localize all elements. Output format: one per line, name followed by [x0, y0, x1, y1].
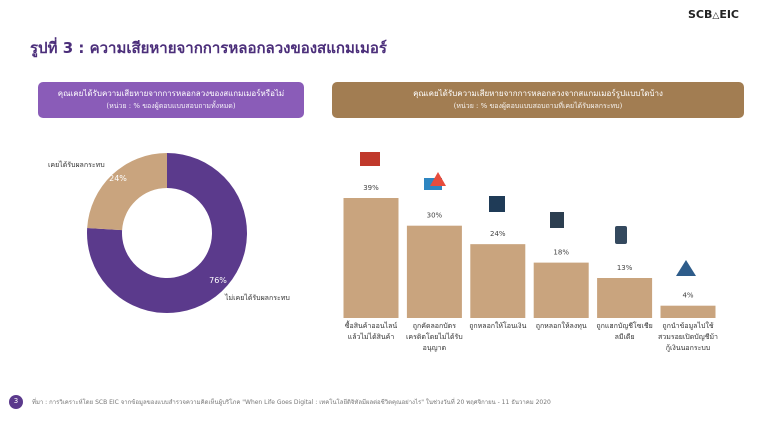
icons: [360, 152, 696, 276]
icon: [360, 152, 380, 166]
chart-title: คุณเคยได้รับความเสียหายจากการหลอกลวงจากส…: [413, 89, 663, 98]
bar: [660, 305, 716, 318]
data-label: 24%: [490, 230, 506, 238]
bar: [533, 262, 589, 318]
data-label: 4%: [682, 292, 693, 300]
chart-title: คุณเคยได้รับความเสียหายจากการหลอกลวงของส…: [57, 89, 285, 98]
chart-header: คุณเคยได้รับความเสียหายจากการหลอกลวงจากส…: [332, 82, 744, 118]
category-label: ถูกหลอกให้ลงทุน: [535, 322, 587, 330]
page-title: รูปที่ 3 : ความเสียหายจากการหลอกลวงของสแ…: [30, 39, 387, 57]
category-label: เคยได้รับผลกระทบ: [48, 161, 105, 169]
source-note: ที่มา : การวิเคราะห์โดย SCB EIC จากข้อมู…: [32, 399, 551, 406]
logo-icon: △: [712, 11, 720, 21]
category-label: ซื้อสินค้าออนไลน์แล้วไม่ได้สินค้า: [344, 322, 398, 341]
data-label: 76%: [209, 276, 227, 285]
bar: [406, 225, 462, 318]
logo-text: EIC: [719, 8, 739, 21]
category-label: ถูกหลอกให้โอนเงิน: [469, 322, 527, 330]
donut-slice: [87, 153, 167, 231]
chart-subtitle: (หน่วย : % ของผู้ตอบแบบสอบถามที่เคยได้รั…: [453, 102, 623, 110]
chart-subtitle: (หน่วย : % ของผู้ตอบแบบสอบถามทั้งหมด): [106, 102, 236, 110]
logo-text: SCB: [688, 8, 713, 21]
logo: SCB△EIC: [688, 8, 739, 21]
icon: [430, 172, 446, 186]
bar: [597, 278, 653, 318]
icon: [489, 196, 505, 212]
category-label: ถูกคัดลอกบัตรเครดิตโดยไม่ได้รับอนุญาต: [406, 322, 463, 352]
data-label: 39%: [363, 184, 379, 192]
data-label: 30%: [427, 212, 443, 220]
chart-header: คุณเคยได้รับความเสียหายจากการหลอกลวงของส…: [38, 82, 304, 118]
page-badge: [9, 395, 23, 409]
data-label: 18%: [553, 249, 569, 257]
bar: [343, 198, 399, 318]
bar: [470, 244, 526, 318]
category-label: ถูกแฮกบัญชีโซเชียลมีเดีย: [596, 322, 653, 341]
data-label: 13%: [617, 264, 633, 272]
donut-slice: [86, 153, 247, 313]
icon: [676, 260, 696, 276]
page-number: 3: [13, 397, 19, 405]
category-label: ไม่เคยได้รับผลกระทบ: [225, 294, 290, 302]
category-label: ถูกนำข้อมูลไปใช้ สวมรอยเปิดบัญชีม้า กู้เ…: [658, 322, 718, 352]
data-label: 24%: [109, 174, 127, 183]
icon: [550, 212, 564, 228]
icon: [615, 226, 627, 244]
